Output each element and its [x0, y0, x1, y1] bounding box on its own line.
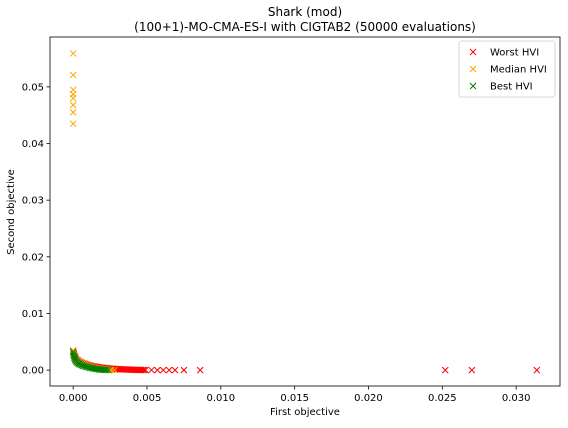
- y-tick-label: 0.03: [22, 196, 44, 207]
- marker-stroke: [153, 366, 161, 374]
- marker-stroke: [441, 366, 449, 374]
- marker-stroke: [79, 362, 87, 370]
- marker-stroke: [533, 366, 541, 374]
- marker-stroke: [69, 120, 77, 128]
- legend-entry: Worst HVI: [469, 48, 539, 59]
- data-point: [139, 366, 146, 374]
- data-point: [100, 366, 107, 374]
- marker-stroke: [71, 354, 78, 362]
- data-point: [69, 50, 77, 57]
- y-tick-label: 0.05: [22, 82, 44, 93]
- marker-stroke: [165, 366, 173, 374]
- marker-stroke: [108, 366, 115, 374]
- data-point: [180, 366, 188, 374]
- data-point: [196, 366, 204, 374]
- x-tick-label: 0.000: [59, 393, 88, 404]
- data-point: [148, 366, 155, 374]
- marker-stroke: [180, 366, 188, 374]
- marker-stroke: [69, 101, 77, 109]
- data-point: [468, 366, 476, 374]
- y-axis-label: Second objective: [6, 169, 17, 255]
- data-point: [69, 71, 77, 79]
- marker-stroke: [69, 50, 77, 57]
- y-tick-label: 0.00: [22, 366, 44, 377]
- marker-stroke: [69, 94, 77, 102]
- y-tick-label: 0.02: [22, 252, 44, 263]
- data-point: [159, 366, 167, 374]
- data-point: [533, 366, 541, 374]
- plot-area: 0.000 0.005 0.010 0.015 0.020 0.025 0.030 0.00 0…: [22, 36, 561, 404]
- marker-stroke: [139, 366, 146, 374]
- marker-stroke: [70, 352, 78, 360]
- x-tick-label: 0.005: [133, 393, 162, 404]
- data-point: [103, 366, 110, 374]
- legend-marker: [469, 65, 477, 73]
- marker-stroke: [142, 366, 149, 374]
- legend-box: [458, 40, 556, 98]
- x-tick-label: 0.015: [280, 393, 309, 404]
- axes-frame: [49, 36, 561, 387]
- chart-subtitle: (100+1)-MO-CMA-ES-I with CIGTAB2 (50000 …: [134, 20, 476, 34]
- x-tick-label: 0.020: [354, 393, 383, 404]
- data-point: [441, 366, 449, 374]
- x-axis-label: First objective: [270, 407, 340, 418]
- marker-stroke: [469, 65, 477, 73]
- data-point: [142, 366, 149, 374]
- data-point: [108, 366, 115, 374]
- data-point: [111, 366, 118, 374]
- marker-stroke: [105, 366, 112, 374]
- x-tick-label: 0.030: [502, 393, 531, 404]
- legend-entry: Median HVI: [469, 65, 547, 76]
- legend-entry: Best HVI: [469, 82, 533, 93]
- data-point: [171, 366, 179, 374]
- chart-title: Shark (mod): [268, 5, 342, 19]
- marker-stroke: [111, 366, 118, 374]
- y-tick-label: 0.04: [22, 139, 44, 150]
- marker-stroke: [69, 108, 77, 116]
- data-point: [165, 366, 173, 374]
- marker-stroke: [69, 71, 77, 79]
- marker-stroke: [80, 362, 88, 370]
- marker-stroke: [100, 366, 107, 374]
- legend-marker: [469, 82, 477, 90]
- marker-stroke: [469, 82, 477, 90]
- x-tick-label: 0.025: [428, 393, 457, 404]
- legend-marker: [469, 48, 477, 56]
- legend: Worst HVI Median HVI Best HVI: [458, 40, 556, 98]
- series-best-hvi: [69, 348, 112, 374]
- marker-stroke: [69, 348, 77, 356]
- legend-label: Worst HVI: [490, 48, 539, 59]
- data-point: [140, 366, 148, 374]
- marker-stroke: [171, 366, 179, 374]
- data-point: [105, 366, 112, 374]
- data-point: [69, 94, 77, 102]
- data-point: [69, 120, 77, 128]
- marker-stroke: [140, 366, 148, 374]
- marker-stroke: [148, 366, 155, 374]
- legend-label: Median HVI: [490, 65, 547, 76]
- y-tick-label: 0.01: [22, 309, 44, 320]
- data-point: [69, 101, 77, 109]
- marker-stroke: [468, 366, 476, 374]
- marker-stroke: [159, 366, 167, 374]
- marker-stroke: [70, 350, 77, 358]
- marker-stroke: [103, 366, 110, 374]
- data-point: [69, 108, 77, 116]
- marker-stroke: [196, 366, 204, 374]
- legend-label: Best HVI: [490, 82, 533, 93]
- data-point: [153, 366, 161, 374]
- x-tick-label: 0.010: [207, 393, 236, 404]
- marker-stroke: [469, 48, 477, 56]
